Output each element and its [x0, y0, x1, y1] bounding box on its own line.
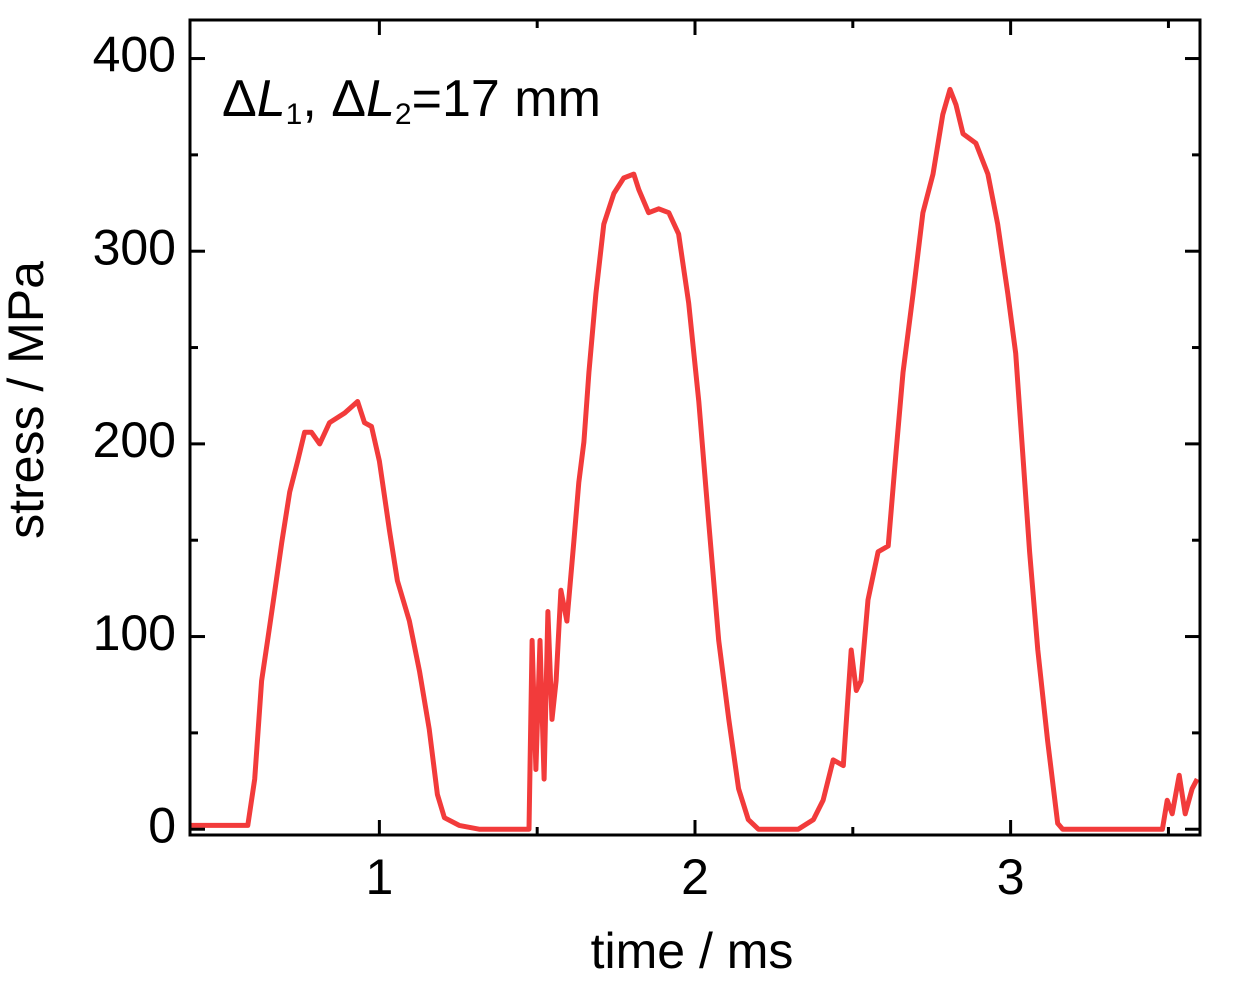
x-axis-label: time / ms: [591, 923, 794, 979]
x-tick-label: 1: [365, 849, 393, 905]
annotation-part: L: [366, 70, 395, 128]
annotation-part: 2: [395, 98, 412, 131]
y-tick-label: 400: [93, 27, 176, 83]
y-tick-label: 100: [93, 605, 176, 661]
annotation-part: L: [257, 70, 286, 128]
annotation: ΔL1, ΔL2=17 mm: [222, 70, 601, 131]
x-tick-label: 2: [681, 849, 709, 905]
annotation-part: 1: [286, 98, 303, 131]
data-line: [190, 86, 1200, 832]
y-axis-label: stress / MPa: [0, 261, 54, 539]
annotation-part: Δ: [222, 70, 257, 128]
annotation-part: , Δ: [302, 70, 366, 128]
y-tick-label: 300: [93, 219, 176, 275]
annotation-part: =17 mm: [412, 70, 601, 128]
x-tick-label: 3: [997, 849, 1025, 905]
y-tick-label: 200: [93, 412, 176, 468]
plot-frame: [188, 18, 1202, 837]
y-tick-label: 0: [148, 797, 176, 853]
